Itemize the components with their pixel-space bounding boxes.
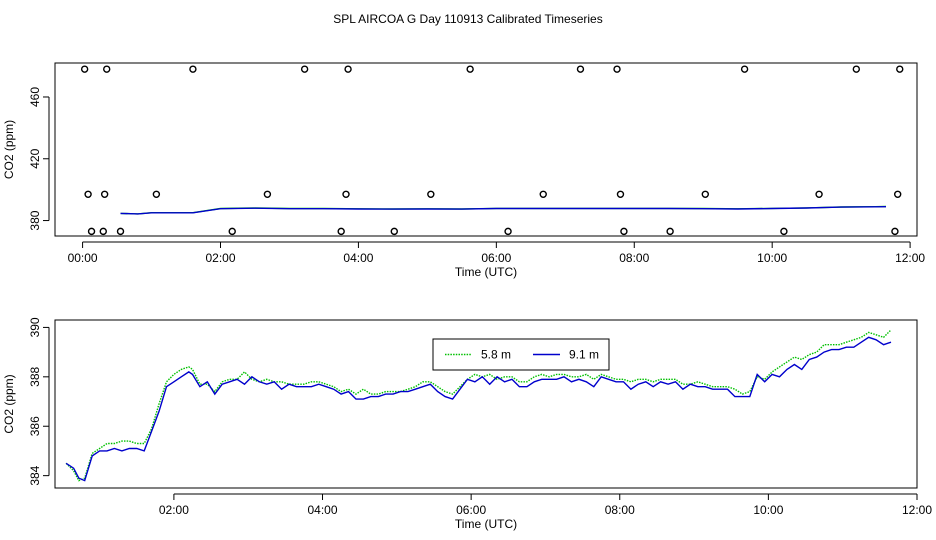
x-tick-label: 04:00 [343,251,373,265]
legend-label: 5.8 m [481,348,511,362]
x-tick-label: 00:00 [68,251,98,265]
data-point [103,65,111,73]
data-point [87,227,96,236]
data-point [116,227,125,236]
y-tick-label: 380 [28,210,42,230]
x-tick-label: 06:00 [456,503,486,517]
y-axis-label: CO2 (ppm) [2,120,16,179]
y-tick-label: 388 [28,366,42,386]
x-tick-label: 12:00 [895,251,925,265]
plot-frame [54,62,918,237]
data-point [466,65,474,73]
data-point [815,190,823,198]
data-point [896,65,904,73]
data-point [740,65,749,73]
series-line-5-8-m [65,329,892,482]
series-line-5-8-m [120,205,887,215]
x-tick-label: 10:00 [753,503,783,517]
data-point [344,65,352,73]
data-point [613,65,621,73]
y-tick-label: 390 [28,317,42,337]
plot-frame [54,319,918,489]
data-point [342,190,350,198]
x-axis-label: Time (UTC) [455,265,517,279]
x-tick-label: 02:00 [205,251,235,265]
x-tick-label: 08:00 [605,503,635,517]
legend-label: 9.1 m [569,348,599,362]
data-point [893,190,902,198]
x-tick-label: 02:00 [159,503,189,517]
top-panel-co2-scatter: 00:00 02:00 04:00 06:00 08:00 10:00 12:00 Time … [2,62,925,279]
x-tick-label: 08:00 [619,251,649,265]
data-point [100,190,109,198]
data-point [228,227,236,236]
y-axis-label: CO2 (ppm) [2,374,16,433]
data-point [189,65,197,73]
data-point [780,227,788,236]
x-tick-label: 12:00 [902,503,932,517]
data-point [504,227,512,236]
x-tick-label: 04:00 [308,503,338,517]
data-point [390,227,398,236]
series-line-9-1-m [120,206,887,215]
data-point [263,190,272,198]
y-tick-label: 460 [28,87,42,107]
y-tick-label: 386 [28,416,42,436]
data-point [891,227,899,236]
data-point [616,190,625,198]
x-tick-label: 10:00 [757,251,787,265]
data-point [84,190,92,198]
y-tick-label: 420 [28,148,42,168]
x-axis-label: Time (UTC) [455,517,517,531]
data-point [666,227,674,236]
data-point [576,65,585,73]
bottom-panel-co2-timeseries: 02:00 04:00 06:00 08:00 10:00 12:00 Time (UTC)… [2,317,932,531]
data-point [300,65,309,73]
legend: 5.8 m 9.1 m [432,338,610,371]
figure-title: SPL AIRCOA G Day 110913 Calibrated Times… [333,12,602,26]
y-tick-label: 384 [28,465,42,485]
data-point [701,190,709,198]
series-line-9-1-m [65,336,892,482]
data-point [620,227,628,236]
data-point [427,190,435,198]
data-point [152,190,161,198]
data-point [80,65,89,73]
x-tick-label: 06:00 [481,251,511,265]
data-point [852,65,861,73]
data-point [539,190,547,198]
data-point [99,227,107,236]
data-point [337,227,345,236]
